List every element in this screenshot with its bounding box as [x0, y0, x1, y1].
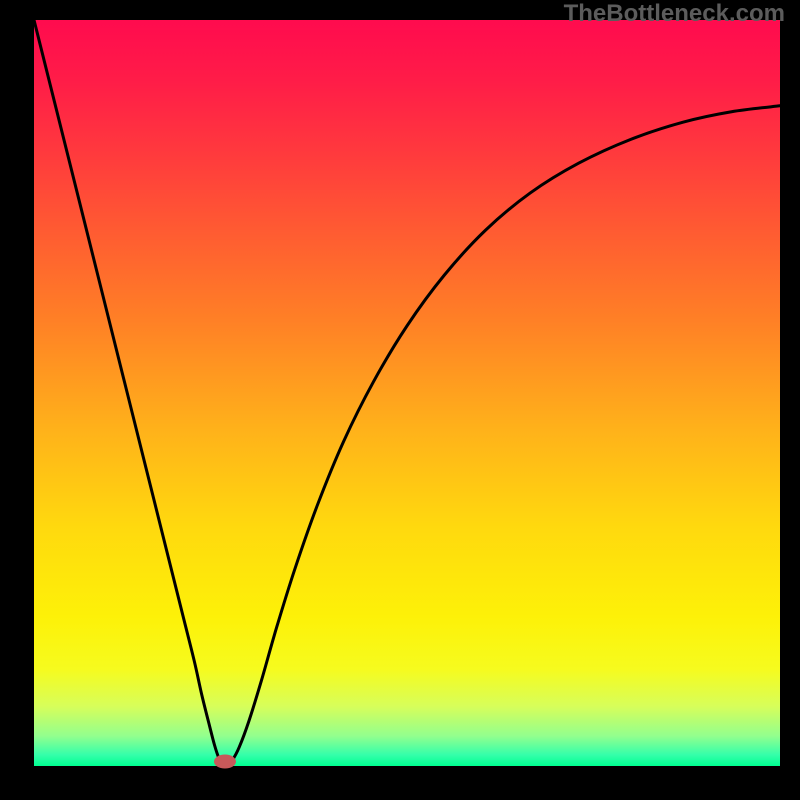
bottleneck-curve — [34, 20, 780, 766]
curve-layer — [34, 20, 780, 766]
chart-frame: TheBottleneck.com — [0, 0, 800, 800]
plot-area — [34, 20, 780, 766]
watermark-text: TheBottleneck.com — [564, 0, 785, 28]
minimum-marker — [214, 755, 236, 769]
